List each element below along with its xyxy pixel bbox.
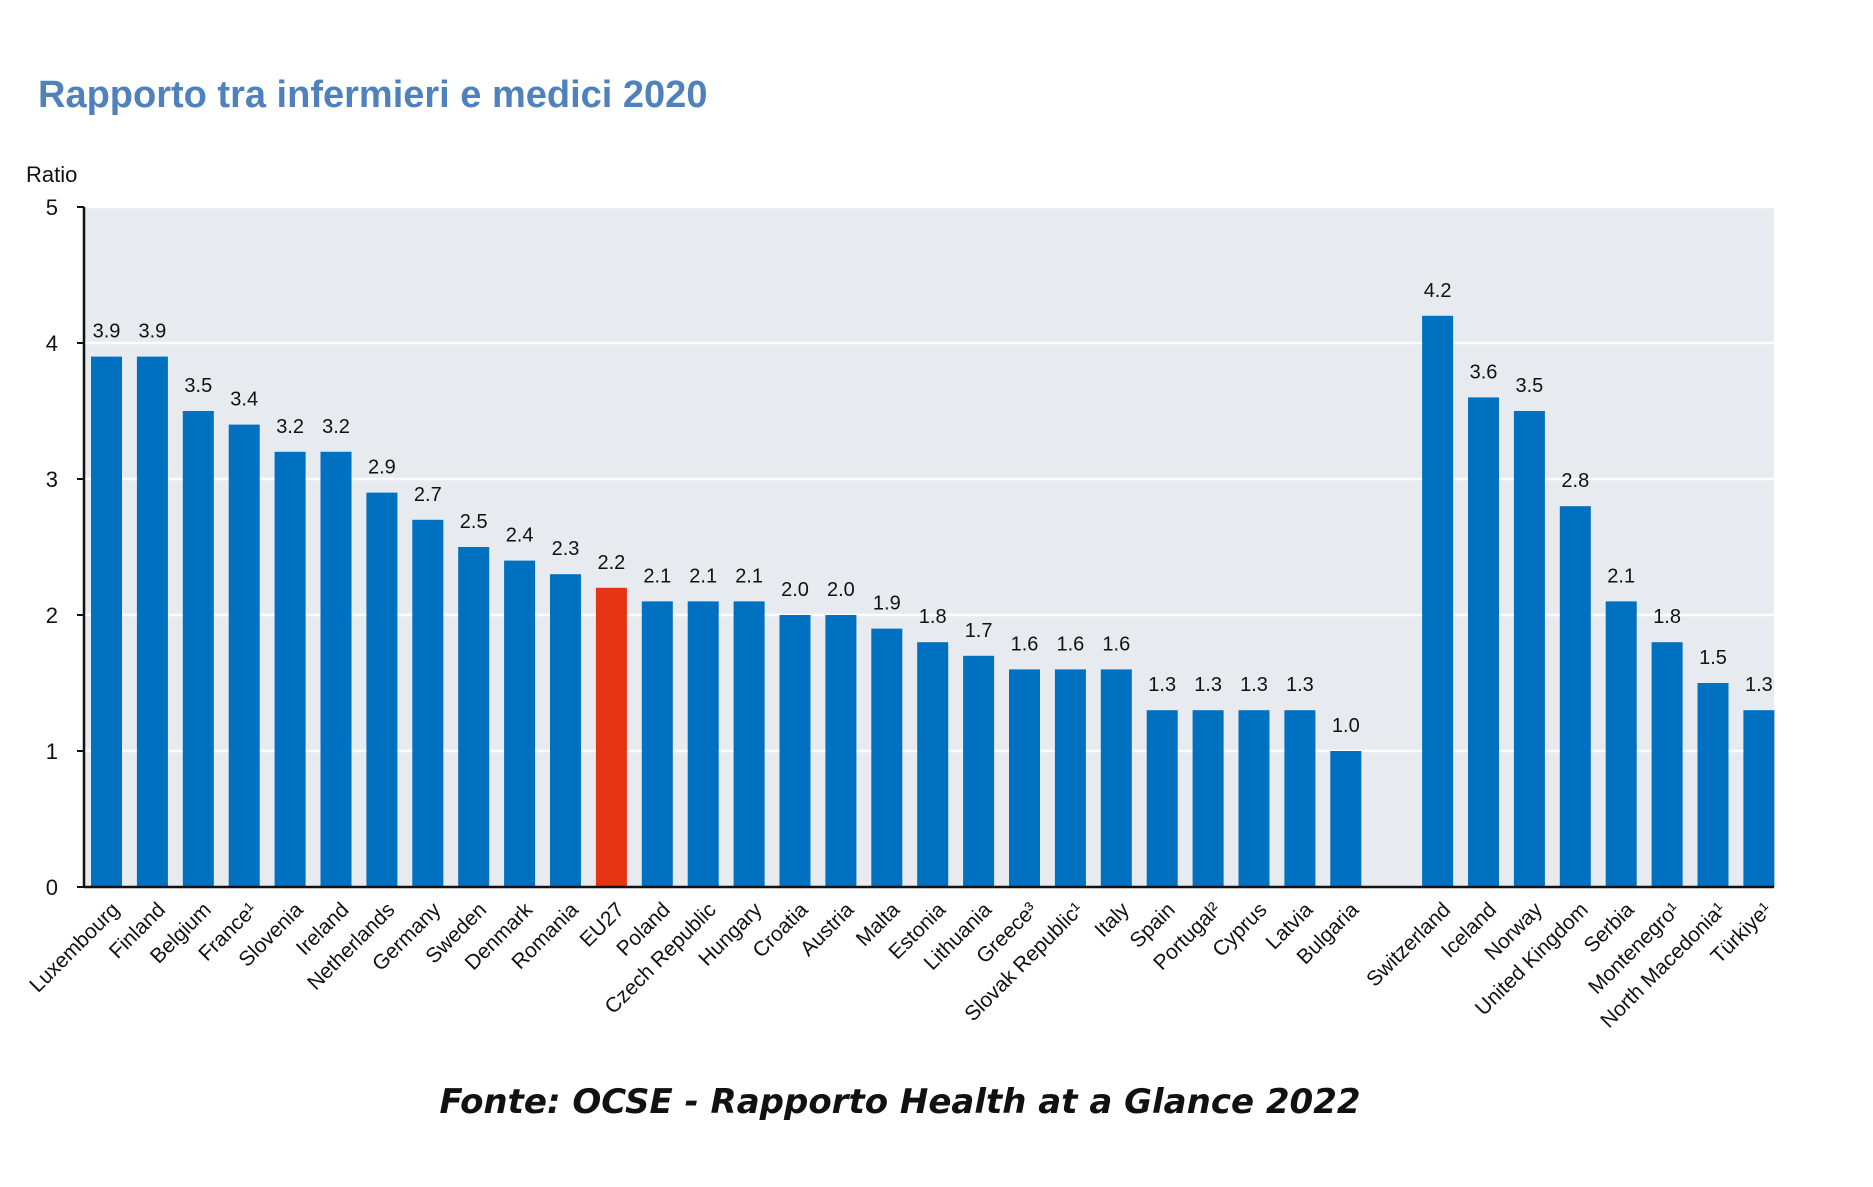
bar xyxy=(1513,411,1545,887)
bar xyxy=(1651,642,1683,887)
x-tick-labels: LuxembourgFinlandBelgiumFrance¹SloveniaI… xyxy=(25,898,1776,1033)
bar xyxy=(825,615,857,887)
bar xyxy=(366,492,398,887)
data-label: 1.6 xyxy=(1011,633,1039,655)
bar xyxy=(182,411,214,887)
bar xyxy=(1330,751,1362,887)
bar xyxy=(1743,710,1775,887)
data-label: 2.1 xyxy=(643,565,671,587)
bar xyxy=(274,451,306,887)
data-label: 3.6 xyxy=(1470,361,1498,383)
bars xyxy=(91,315,1775,888)
data-label: 2.1 xyxy=(689,565,717,587)
bar xyxy=(1238,710,1270,887)
data-label: 1.9 xyxy=(873,593,901,615)
y-tick-label: 3 xyxy=(46,467,58,492)
data-label: 2.0 xyxy=(827,579,855,601)
y-axis-label: Ratio xyxy=(26,162,77,187)
data-label: 3.5 xyxy=(184,375,212,397)
bar xyxy=(1284,710,1316,887)
bar xyxy=(963,655,995,887)
data-label: 3.4 xyxy=(230,389,258,411)
data-label: 3.2 xyxy=(322,416,350,438)
bar xyxy=(136,356,168,888)
data-label: 1.5 xyxy=(1699,647,1727,669)
data-label: 1.8 xyxy=(919,606,947,628)
data-label: 2.9 xyxy=(368,457,396,479)
data-label: 1.3 xyxy=(1240,674,1268,696)
data-label: 2.2 xyxy=(597,552,625,574)
bar xyxy=(458,547,490,887)
data-label: 1.7 xyxy=(965,620,993,642)
bar xyxy=(733,601,765,887)
data-label: 1.6 xyxy=(1102,633,1130,655)
data-label: 2.0 xyxy=(781,579,809,601)
data-label: 2.7 xyxy=(414,484,442,506)
data-label: 2.8 xyxy=(1561,470,1589,492)
bar xyxy=(779,615,811,887)
data-label: 1.3 xyxy=(1745,674,1773,696)
bar xyxy=(412,519,444,887)
data-label: 3.9 xyxy=(138,321,166,343)
bar xyxy=(1100,669,1132,887)
y-tick-labels: 0 1 2 3 4 5 xyxy=(46,195,58,900)
bar xyxy=(1605,601,1637,887)
data-label: 2.3 xyxy=(552,538,580,560)
bar xyxy=(917,642,949,887)
data-label: 3.5 xyxy=(1515,375,1543,397)
bar xyxy=(1468,397,1499,887)
bar xyxy=(871,628,903,887)
bar xyxy=(550,574,581,887)
y-tick-label: 2 xyxy=(46,603,58,628)
data-label: 1.3 xyxy=(1148,674,1176,696)
bar xyxy=(1146,710,1178,887)
y-tick-label: 4 xyxy=(46,331,58,356)
data-label: 1.8 xyxy=(1653,606,1681,628)
data-label: 2.4 xyxy=(506,525,534,547)
bar xyxy=(1192,710,1224,887)
chart-title: Rapporto tra infermieri e medici 2020 xyxy=(38,74,708,116)
bar xyxy=(1697,683,1729,887)
data-label: 1.0 xyxy=(1332,715,1360,737)
data-label: 2.5 xyxy=(460,511,488,533)
bar xyxy=(320,451,352,887)
bar xyxy=(595,587,627,887)
bar xyxy=(1054,669,1086,887)
bar xyxy=(641,601,673,887)
data-label: 3.2 xyxy=(276,416,304,438)
data-label: 1.6 xyxy=(1056,633,1084,655)
y-tick-label: 0 xyxy=(46,875,58,900)
bar xyxy=(687,601,719,887)
bar xyxy=(1009,669,1040,887)
axes xyxy=(77,206,1774,889)
data-label: 3.9 xyxy=(93,321,121,343)
y-tick-label: 5 xyxy=(46,195,58,220)
data-label: 4.2 xyxy=(1424,280,1452,302)
bar xyxy=(504,560,536,887)
bar xyxy=(228,424,260,887)
data-label: 1.3 xyxy=(1286,674,1314,696)
data-label: 2.1 xyxy=(735,565,763,587)
source-caption: Fonte: OCSE - Rapporto Health at a Glanc… xyxy=(439,1082,1361,1122)
bar xyxy=(1422,315,1454,887)
data-label: 1.3 xyxy=(1194,674,1222,696)
data-label: 2.1 xyxy=(1607,565,1635,587)
value-labels: 3.9 3.9 3.5 3.4 3.2 3.2 2.9 2.7 2.5 2.4 2.3 2.2 2.1 2… xyxy=(93,280,1773,737)
bar xyxy=(1559,506,1591,887)
bar xyxy=(91,356,122,888)
y-tick-label: 1 xyxy=(46,739,58,764)
